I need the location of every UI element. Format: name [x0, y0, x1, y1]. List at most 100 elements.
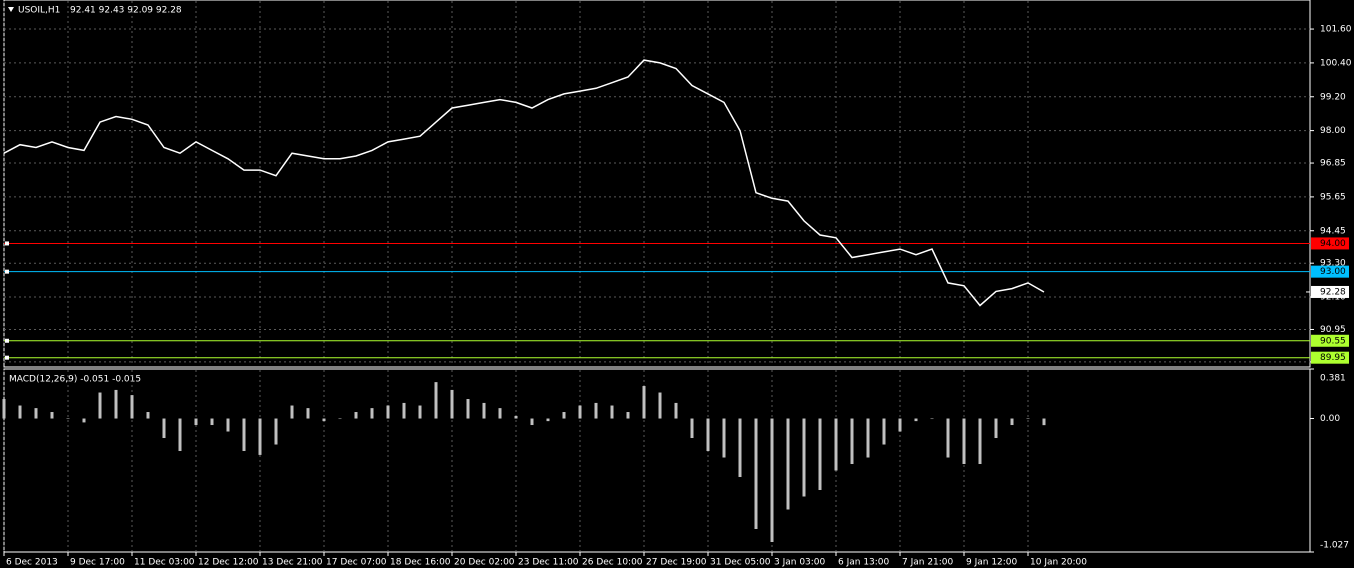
current-label: 92.28 [1320, 287, 1346, 297]
macd-bar [674, 402, 678, 419]
y-tick-label: 99.20 [1320, 92, 1346, 102]
level-marker [5, 269, 9, 274]
level-box [1311, 351, 1349, 364]
macd-bar [1010, 418, 1014, 426]
macd-bar [146, 412, 150, 419]
macd-bar [562, 412, 566, 419]
macd-bar [18, 405, 22, 419]
x-tick-label: 10 Jan 20:00 [1030, 558, 1087, 568]
macd-bar [82, 418, 86, 423]
x-tick-label: 13 Dec 21:00 [262, 558, 323, 568]
macd-bar [210, 418, 214, 426]
macd-bar [322, 418, 326, 422]
chart-title: USOIL,H1 [18, 6, 60, 16]
macd-bar [34, 408, 38, 419]
macd-bar [370, 408, 374, 419]
macd-bar [834, 418, 838, 471]
macd-bar [162, 418, 166, 439]
x-tick-label: 23 Dec 11:00 [518, 558, 579, 568]
x-tick-label: 12 Dec 12:00 [198, 558, 259, 568]
x-tick-label: 18 Dec 16:00 [390, 558, 451, 568]
macd-bar [626, 412, 630, 419]
macd-bar [66, 418, 70, 420]
macd-bar [786, 418, 790, 510]
level-label: 93.00 [1320, 267, 1346, 277]
x-tick-label: 9 Dec 17:00 [70, 558, 125, 568]
macd-bar [450, 389, 454, 419]
macd-bar [642, 386, 646, 419]
macd-bar [978, 418, 982, 465]
macd-title: MACD(12,26,9) -0.051 -0.015 [9, 375, 141, 385]
level-box [1311, 265, 1349, 278]
macd-bar [1042, 418, 1046, 426]
macd-bar [274, 418, 278, 445]
x-tick-label: 27 Dec 19:00 [646, 558, 707, 568]
x-tick-label: 6 Dec 2013 [6, 558, 58, 568]
macd-bar [114, 389, 118, 419]
y-tick-label: 93.30 [1320, 259, 1346, 269]
macd-bar [594, 402, 598, 419]
x-tick-label: 6 Jan 13:00 [838, 558, 890, 568]
x-tick-label: 11 Dec 03:00 [134, 558, 195, 568]
macd-bar [946, 418, 950, 458]
macd-bar [466, 399, 470, 419]
x-tick-label: 9 Jan 12:00 [966, 558, 1018, 568]
level-label: 94.00 [1320, 239, 1346, 249]
macd-frame [3, 368, 1311, 553]
menu-arrow[interactable] [8, 7, 14, 12]
macd-bar [338, 418, 342, 420]
x-tick-label: 26 Dec 10:00 [582, 558, 643, 568]
macd-bar [754, 418, 758, 529]
macd-bar [898, 418, 902, 432]
macd-bar [482, 402, 486, 419]
macd-bar [258, 418, 262, 455]
y-tick-label: 100.40 [1320, 58, 1352, 68]
macd-bar [498, 408, 502, 419]
current-box [1311, 285, 1349, 298]
macd-bar [418, 405, 422, 419]
macd-bar [242, 418, 246, 452]
macd-bar [386, 405, 390, 419]
y-tick-label: 0.381 [1320, 374, 1346, 384]
chart-subtitle: 92.41 92.43 92.09 92.28 [70, 6, 182, 16]
macd-bar [178, 418, 182, 452]
macd-bar [1026, 418, 1030, 420]
macd-bar [226, 418, 230, 432]
macd-bar [354, 412, 358, 419]
y-tick-label: 98.00 [1320, 126, 1346, 136]
y-tick-label: -1.027 [1320, 541, 1349, 551]
macd-bar [818, 418, 822, 491]
y-tick-label: 96.85 [1320, 159, 1346, 169]
macd-bar [2, 399, 6, 419]
macd-bar [770, 418, 774, 542]
macd-bar [866, 418, 870, 458]
macd-bar [658, 392, 662, 419]
level-marker [5, 241, 9, 246]
macd-bar [98, 392, 102, 419]
macd-bar [130, 395, 134, 419]
macd-bar [962, 418, 966, 465]
macd-bar [994, 418, 998, 439]
macd-bar [882, 418, 886, 445]
macd-bar [514, 415, 518, 419]
x-tick-label: 17 Dec 07:00 [326, 558, 387, 568]
macd-bar [194, 418, 198, 426]
y-tick-label: 90.95 [1320, 325, 1346, 335]
macd-bar [738, 418, 742, 478]
level-label: 90.55 [1320, 336, 1346, 346]
macd-bar [802, 418, 806, 497]
macd-bar [434, 382, 438, 419]
macd-bar [578, 405, 582, 419]
macd-bar [850, 418, 854, 465]
y-tick-label: 0.00 [1320, 414, 1340, 424]
y-tick-label: 95.65 [1320, 192, 1346, 202]
x-tick-label: 7 Jan 21:00 [902, 558, 954, 568]
level-label: 89.95 [1320, 353, 1346, 363]
macd-bar [546, 418, 550, 422]
x-tick-label: 3 Jan 03:00 [774, 558, 826, 568]
macd-bar [290, 405, 294, 419]
macd-bar [690, 418, 694, 439]
macd-bar [722, 418, 726, 458]
